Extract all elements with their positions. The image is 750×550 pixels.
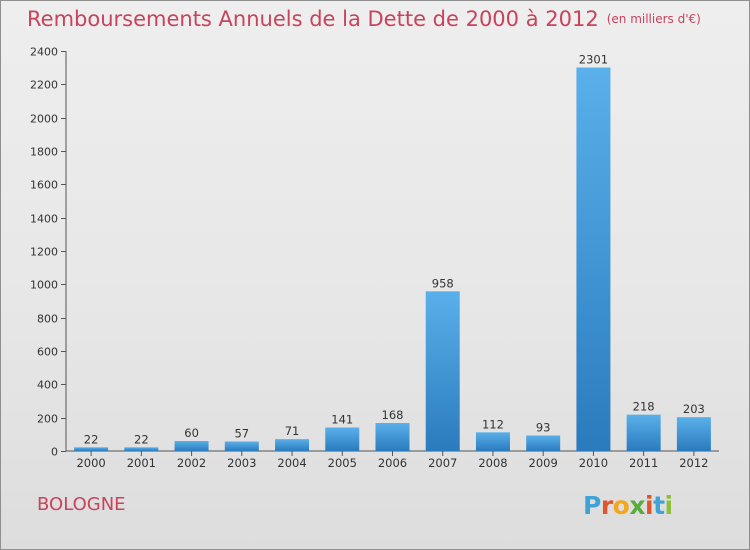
y-tick-label: 0 [51,446,58,459]
bar-2000 [74,447,109,451]
x-tick-label: 2002 [177,456,206,470]
bar-2008 [475,432,510,451]
data-label-2001: 22 [134,432,149,446]
data-label-2006: 168 [382,408,404,422]
x-tick-label: 2006 [378,456,407,470]
logo-letter: P [583,491,601,520]
data-label-2004: 71 [285,424,300,438]
bar-2005 [325,427,360,451]
logo-letter: t [653,491,665,520]
y-tick-label: 1000 [30,279,58,292]
y-tick-label: 2400 [30,46,58,59]
bar-2010 [576,67,611,451]
x-tick-label: 2004 [277,456,306,470]
x-tick-label: 2011 [629,456,658,470]
data-label-2007: 958 [432,276,454,290]
commune-name: BOLOGNE [37,494,126,515]
logo-letter: i [664,491,674,520]
logo-letter: i [645,491,654,520]
data-label-2012: 203 [683,402,705,416]
data-label-2010: 2301 [579,53,608,67]
y-tick-label: 600 [37,346,58,359]
bar-2009 [526,435,561,451]
x-tick-label: 2007 [428,456,457,470]
chart-title: Remboursements Annuels de la Dette de 20… [27,7,701,31]
bar-2003 [224,441,259,451]
logo-letter: r [600,491,613,520]
x-tick-label: 2000 [76,456,105,470]
x-tick-label: 2001 [127,456,156,470]
bar-2001 [124,447,159,451]
x-tick-label: 2003 [227,456,256,470]
data-label-2000: 22 [84,432,99,446]
bar-2002 [174,441,209,451]
y-tick-label: 1400 [30,213,58,226]
y-tick-label: 400 [37,379,58,392]
x-tick-label: 2010 [579,456,608,470]
data-label-2008: 112 [482,417,504,431]
x-tick-label: 2012 [679,456,708,470]
data-label-2005: 141 [331,413,353,427]
x-tick-label: 2009 [529,456,558,470]
chart-title-text: Remboursements Annuels de la Dette de 20… [27,7,599,31]
y-tick-label: 1200 [30,246,58,259]
bar-2007 [425,291,460,451]
bar-2004 [275,439,310,451]
y-tick-label: 1800 [30,146,58,159]
data-label-2002: 60 [184,426,199,440]
x-tick-label: 2005 [328,456,357,470]
bar-2011 [626,414,661,451]
data-label-2011: 218 [633,400,655,414]
y-tick-label: 2000 [30,113,58,126]
chart-unit: (en milliers d'€) [606,12,701,26]
data-label-2003: 57 [234,427,249,441]
data-label-2009: 93 [536,421,551,435]
y-tick-label: 1600 [30,179,58,192]
bar-2006 [375,423,410,451]
logo-letter: x [629,491,645,520]
x-tick-label: 2008 [478,456,507,470]
y-tick-label: 200 [37,413,58,426]
logo-letter: o [612,491,630,520]
y-tick-label: 800 [37,313,58,326]
proxiti-logo: Proxiti [583,491,673,520]
y-tick-label: 2200 [30,79,58,92]
bar-2012 [676,417,711,451]
